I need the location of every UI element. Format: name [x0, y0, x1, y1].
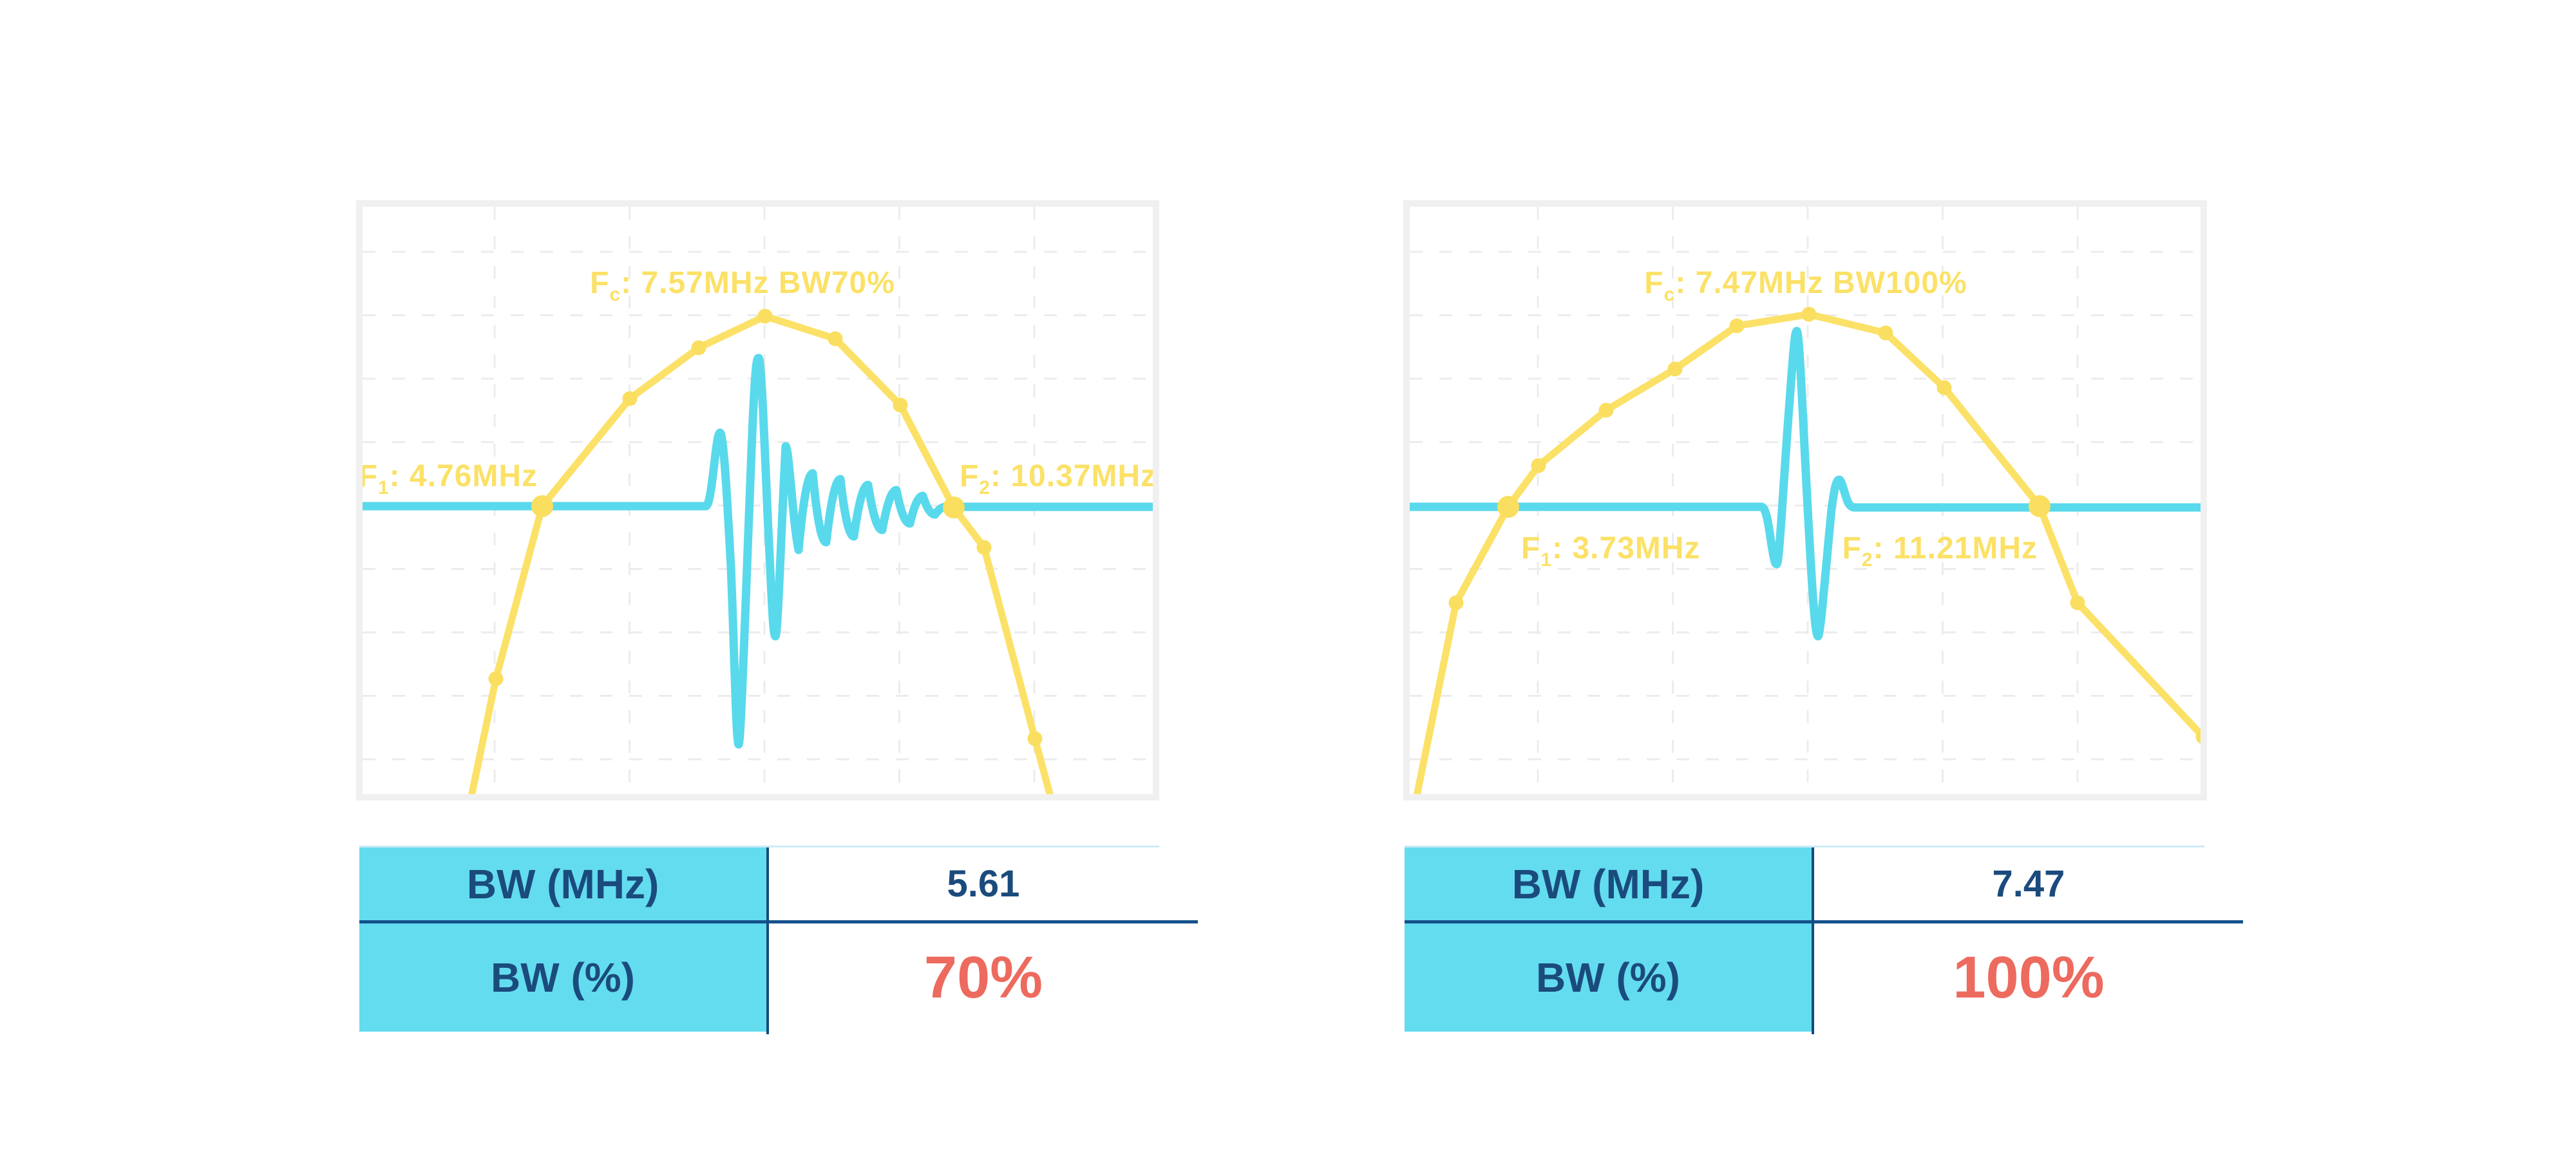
- bw-mhz-value: 5.61: [947, 863, 1020, 905]
- spectrum-plot-left: Fc: 7.57MHz BW70% F1: 4.76MHz F2: 10.37M…: [363, 207, 1153, 794]
- fc-annotation: Fc: 7.47MHz BW100%: [1644, 266, 1967, 305]
- table-header-bw-mhz: BW (MHz): [359, 847, 766, 920]
- table-top-rule: [359, 846, 1159, 847]
- table-top-rule: [1405, 846, 2204, 847]
- table-header-bw-mhz: BW (MHz): [1405, 847, 1812, 920]
- data-point-markers: [1448, 307, 2201, 744]
- waveform-trace: [1410, 326, 2201, 641]
- chart-panel-right: Fc: 7.47MHz BW100% F1: 3.73MHz F2: 11.21…: [1403, 200, 2207, 800]
- table-header-label: BW (%): [491, 954, 635, 1001]
- spectrum-plot-right: Fc: 7.47MHz BW100% F1: 3.73MHz F2: 11.21…: [1410, 207, 2201, 794]
- table-row-divider: [1405, 920, 2243, 923]
- fc-annotation: Fc: 7.57MHz BW70%: [590, 266, 895, 305]
- bw-pct-value: 100%: [1953, 944, 2105, 1010]
- table-column-divider: [1812, 847, 1814, 1034]
- f2-annotation: F2: 11.21MHz: [1842, 531, 2038, 571]
- spectrum-curve: [468, 312, 1054, 794]
- table-header-label: BW (MHz): [1511, 860, 1705, 907]
- bandwidth-markers: [1497, 495, 2050, 518]
- chart-panel-left: Fc: 7.57MHz BW70% F1: 4.76MHz F2: 10.37M…: [356, 200, 1159, 800]
- f1-annotation: F1: 3.73MHz: [1521, 531, 1700, 571]
- waveform-trace: [363, 354, 1153, 749]
- table-header-label: BW (%): [1536, 954, 1680, 1001]
- table-row-divider: [359, 920, 1198, 923]
- table-header-label: BW (MHz): [466, 860, 659, 907]
- bw-mhz-value: 7.47: [1992, 863, 2065, 905]
- bandwidth-markers: [531, 495, 965, 518]
- f1-annotation: F1: 4.76MHz: [363, 459, 538, 498]
- table-header-bw-pct: BW (%): [359, 923, 766, 1032]
- table-value-bw-mhz: 7.47: [1814, 847, 2243, 920]
- f2-annotation: F2: 10.37MHz: [960, 459, 1153, 498]
- bw-table-left: BW (MHz) BW (%) 5.61 70%: [359, 846, 1198, 1039]
- table-value-bw-pct: 70%: [769, 923, 1198, 1032]
- data-point-markers: [488, 308, 1043, 746]
- table-value-bw-mhz: 5.61: [769, 847, 1198, 920]
- table-header-bw-pct: BW (%): [1405, 923, 1812, 1032]
- bw-pct-value: 70%: [923, 944, 1043, 1010]
- bw-table-right: BW (MHz) BW (%) 7.47 100%: [1405, 846, 2243, 1039]
- table-column-divider: [766, 847, 769, 1034]
- table-value-bw-pct: 100%: [1814, 923, 2243, 1032]
